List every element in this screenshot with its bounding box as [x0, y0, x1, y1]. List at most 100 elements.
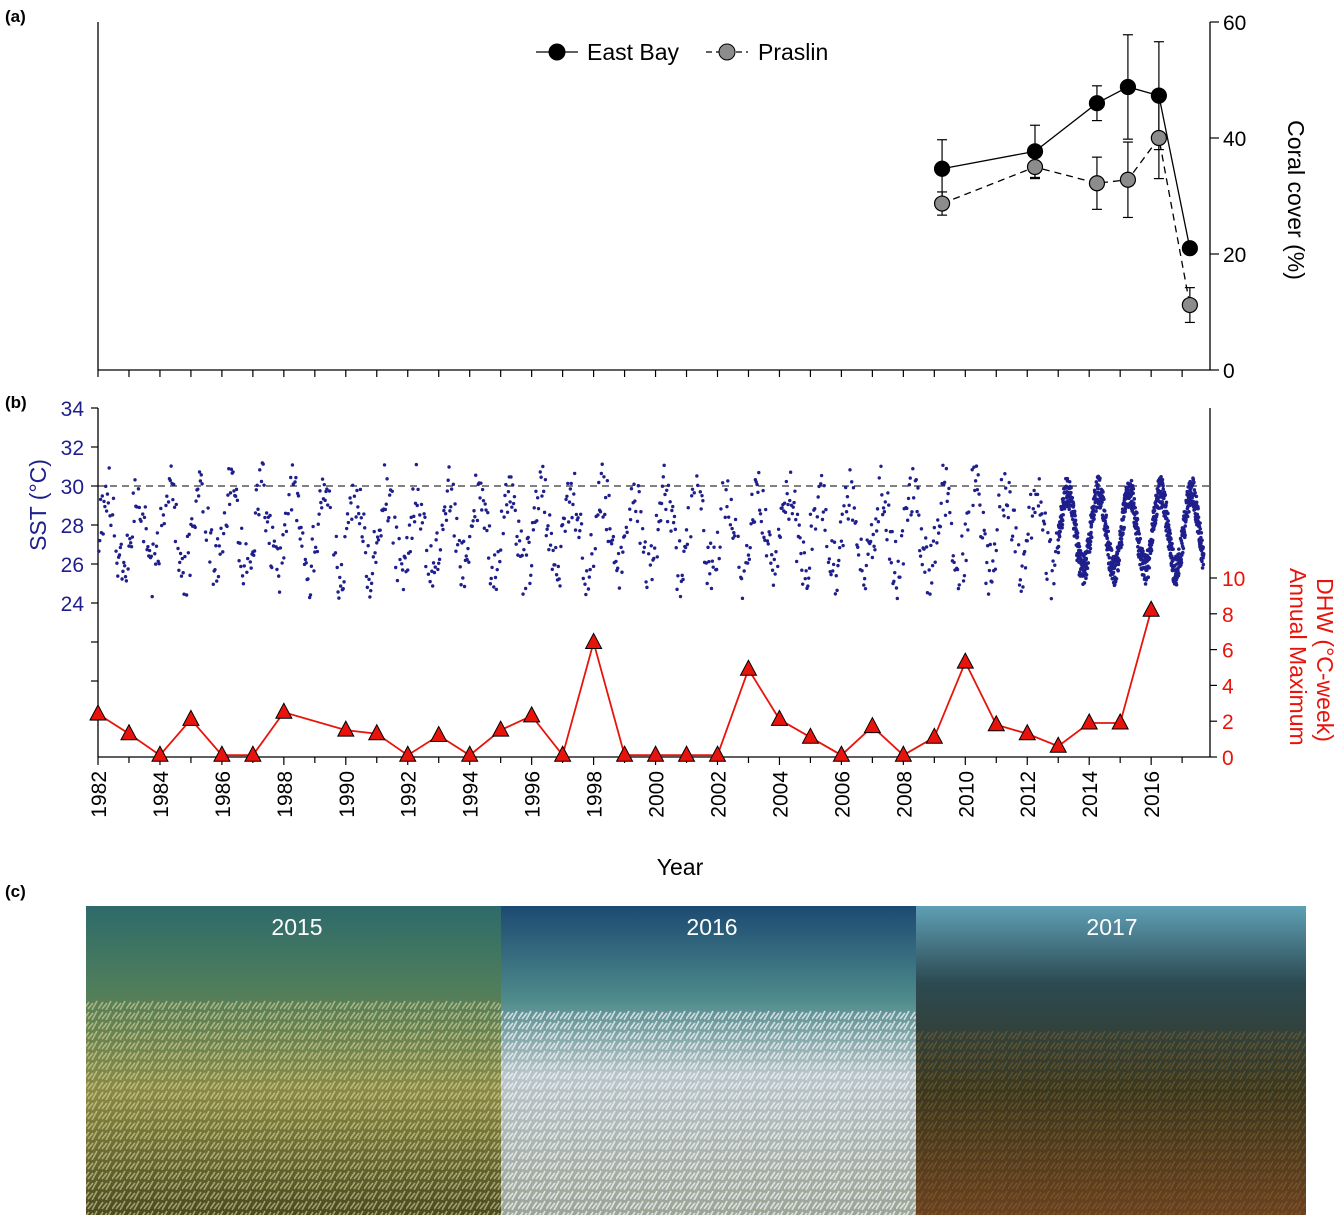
sst-point	[896, 559, 900, 563]
sst-point	[366, 544, 370, 548]
sst-point	[264, 529, 268, 533]
sst-point	[489, 576, 493, 581]
panel-a-y-tick-label: 40	[1223, 128, 1246, 151]
sst-point	[607, 493, 611, 498]
sst-point	[261, 462, 265, 466]
sst-point	[435, 531, 439, 535]
sst-point	[496, 550, 500, 554]
photo-2016-coral-texture	[501, 1010, 917, 1215]
sst-point	[443, 512, 448, 516]
sst-point	[605, 478, 610, 483]
sst-point	[973, 479, 978, 483]
sst-point	[988, 542, 992, 547]
sst-point	[673, 527, 678, 532]
sst-point	[128, 537, 132, 541]
sst-point	[864, 563, 869, 568]
sst-point	[1180, 550, 1185, 555]
sst-point	[1022, 549, 1027, 554]
sst-point	[1057, 534, 1062, 539]
sst-point	[877, 476, 881, 480]
sst-point	[124, 579, 129, 583]
sst-point	[588, 567, 592, 572]
sst-point	[609, 542, 614, 546]
sst-point	[644, 580, 648, 584]
sst-point	[1137, 531, 1142, 536]
panel-b-x-tick-label: 2014	[1079, 771, 1102, 818]
sst-point	[164, 503, 168, 508]
sst-point	[298, 537, 302, 541]
dhw-point	[863, 716, 882, 734]
sst-point	[1077, 544, 1082, 549]
sst-point	[948, 510, 952, 515]
sst-point	[1019, 589, 1023, 593]
sst-point	[628, 507, 632, 511]
sst-point	[801, 540, 806, 544]
sst-point	[572, 492, 576, 496]
sst-point	[194, 499, 198, 503]
sst-point	[308, 593, 313, 597]
sst-point	[145, 547, 149, 552]
sst-point	[263, 515, 267, 520]
sst-point	[972, 465, 976, 469]
sst-point	[999, 477, 1004, 482]
sst-point	[964, 558, 968, 563]
sst-point	[276, 574, 281, 578]
point-praslin	[1026, 158, 1044, 176]
sst-point	[536, 506, 541, 511]
sst-point	[97, 549, 101, 553]
sst-point	[599, 471, 604, 476]
panel-b-x-tick-label: 2006	[831, 771, 854, 818]
sst-point	[762, 535, 766, 540]
sst-point	[424, 548, 429, 553]
photo-2015-label: 2015	[271, 914, 322, 940]
sst-point	[629, 487, 634, 491]
sst-point	[1166, 511, 1170, 516]
sst-point	[810, 547, 814, 551]
sst-point	[1102, 497, 1106, 502]
sst-point	[1153, 521, 1158, 526]
dhw-series	[89, 600, 1160, 762]
sst-point	[455, 516, 459, 521]
sst-point	[510, 505, 514, 509]
sst-point	[1081, 573, 1086, 578]
sst-point	[785, 491, 789, 496]
sst-point	[1132, 497, 1137, 501]
sst-point	[227, 466, 231, 471]
sst-point	[600, 462, 604, 466]
sst-point	[354, 515, 358, 519]
sst-point	[379, 534, 383, 538]
sst-point	[1107, 555, 1112, 560]
sst-point	[887, 503, 891, 507]
sst-point	[581, 576, 585, 581]
sst-point	[952, 560, 956, 565]
sst-point	[602, 475, 606, 479]
sst-point	[682, 549, 686, 553]
sst-point	[860, 569, 864, 573]
sst-point	[603, 512, 607, 517]
sst-point	[178, 560, 182, 565]
dhw-point	[275, 702, 293, 719]
sst-point	[761, 488, 765, 493]
sst-point	[458, 565, 462, 569]
sst-point	[856, 545, 860, 549]
sst-point	[445, 489, 450, 493]
sst-point	[924, 545, 929, 549]
sst-point	[677, 539, 682, 543]
sst-point	[695, 474, 699, 478]
sst-point	[372, 529, 376, 534]
sst-point	[514, 542, 518, 546]
sst-point	[665, 519, 670, 524]
sst-point	[787, 517, 791, 521]
sst-point	[726, 479, 730, 483]
sst-point	[1192, 480, 1196, 484]
sst-point	[151, 542, 155, 546]
sst-point	[783, 510, 788, 515]
sst-point	[544, 533, 548, 538]
sst-point	[1181, 546, 1186, 551]
sst-point	[337, 596, 341, 600]
sst-point	[936, 531, 941, 535]
panel-b-x-tick-label: 1982	[88, 771, 111, 818]
sst-point	[104, 509, 109, 513]
sst-point	[498, 559, 502, 564]
sst-point	[1164, 503, 1168, 508]
